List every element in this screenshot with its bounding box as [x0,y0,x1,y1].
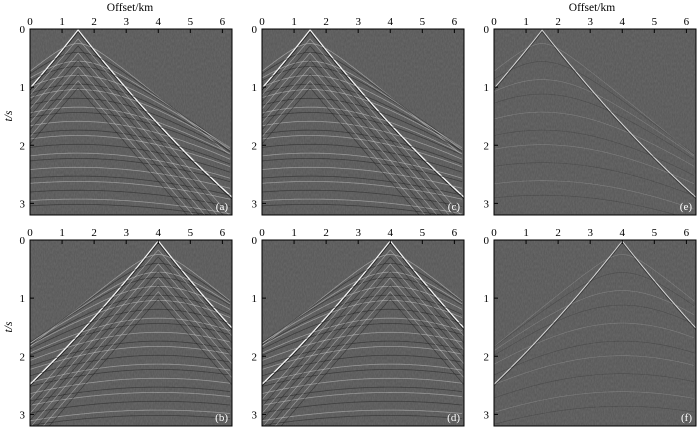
x-tick-label: 1 [291,16,297,28]
x-tick-label: 2 [555,16,561,28]
x-tick-label: 2 [323,16,329,28]
x-tick-label: 4 [620,16,626,28]
y-tick-label: 2 [484,140,490,152]
panel-label: (e) [680,201,693,213]
x-tick-label: 0 [259,16,265,28]
x-tick-label: 4 [388,16,394,28]
y-tick-label: 1 [20,82,26,94]
x-tick-label: 1 [523,227,529,239]
x-tick-label: 6 [220,227,226,239]
x-tick-label: 3 [123,227,129,239]
x-tick-label: 4 [620,227,626,239]
x-tick-label: 1 [291,227,297,239]
x-tick-label: 6 [220,16,226,28]
x-tick-label: 0 [259,227,265,239]
x-tick-label: 6 [452,227,458,239]
x-tick-label: 6 [452,16,458,28]
y-tick-label: 2 [484,351,490,363]
y-tick-label: 3 [252,409,258,421]
y-tick-label: 2 [20,351,26,363]
x-tick-label: 3 [587,227,593,239]
y-tick-label: 1 [484,293,490,305]
time-axis-title-bottom: t/s [3,321,15,332]
panel-frame [493,239,697,427]
x-tick-label: 5 [188,16,194,28]
x-tick-label: 2 [555,227,561,239]
panel-frame [493,28,697,216]
x-tick-label: 3 [123,16,129,28]
y-tick-label: 0 [252,24,258,36]
seismic-panel: 0 1 2 3 4 5 6 0 1 2 3 (c) [252,16,465,216]
y-tick-label: 0 [252,235,258,247]
offset-axis-title-right: Offset/km [569,2,615,14]
x-tick-label: 3 [355,16,361,28]
y-tick-label: 2 [252,351,258,363]
panel-label: (b) [215,412,228,424]
seismic-panel: 0 1 2 3 4 5 6 0 1 2 3 (e) [484,16,697,216]
seismic-panel: 0 1 2 3 4 5 6 0 1 2 3 (d) [252,227,465,427]
x-tick-label: 1 [59,16,65,28]
panel-label: (a) [216,201,229,213]
x-tick-label: 3 [587,16,593,28]
x-tick-label: 0 [27,227,33,239]
panel-label: (f) [681,412,692,424]
x-tick-label: 4 [388,227,394,239]
x-tick-label: 4 [156,227,162,239]
x-tick-label: 1 [523,16,529,28]
y-tick-label: 3 [20,198,26,210]
seismic-panel: 0 1 2 3 4 5 6 0 1 2 3 (a) [20,16,233,216]
y-tick-label: 1 [20,293,26,305]
y-tick-label: 1 [484,82,490,94]
panel-label: (d) [447,412,460,424]
panel-label: (c) [448,201,461,213]
x-tick-label: 1 [59,227,65,239]
x-tick-label: 3 [355,227,361,239]
x-tick-label: 6 [684,227,690,239]
panel-frame [261,28,465,216]
y-tick-label: 3 [252,198,258,210]
x-tick-label: 5 [188,227,194,239]
y-tick-label: 3 [484,409,490,421]
x-tick-label: 5 [652,16,658,28]
x-tick-label: 0 [491,16,497,28]
x-tick-label: 2 [91,227,97,239]
y-tick-label: 2 [20,140,26,152]
y-tick-label: 1 [252,293,258,305]
x-tick-label: 5 [420,227,426,239]
y-tick-label: 3 [484,198,490,210]
y-tick-label: 1 [252,82,258,94]
x-tick-label: 5 [420,16,426,28]
x-tick-label: 5 [652,227,658,239]
y-tick-label: 2 [252,140,258,152]
panel-frame [29,28,233,216]
time-axis-title-top: t/s [3,110,15,121]
panel-frame [261,239,465,427]
panel-frame [29,239,233,427]
y-tick-label: 0 [20,235,26,247]
x-tick-label: 2 [323,227,329,239]
x-tick-label: 0 [27,16,33,28]
y-tick-label: 3 [20,409,26,421]
y-tick-label: 0 [20,24,26,36]
x-tick-label: 4 [156,16,162,28]
y-tick-label: 0 [484,24,490,36]
x-tick-label: 6 [684,16,690,28]
seismic-panel: 0 1 2 3 4 5 6 0 1 2 3 (b) [20,227,233,427]
x-tick-label: 0 [491,227,497,239]
seismic-panel: 0 1 2 3 4 5 6 0 1 2 3 (f) [484,227,697,427]
x-tick-label: 2 [91,16,97,28]
y-tick-label: 0 [484,235,490,247]
offset-axis-title-left: Offset/km [107,2,153,14]
